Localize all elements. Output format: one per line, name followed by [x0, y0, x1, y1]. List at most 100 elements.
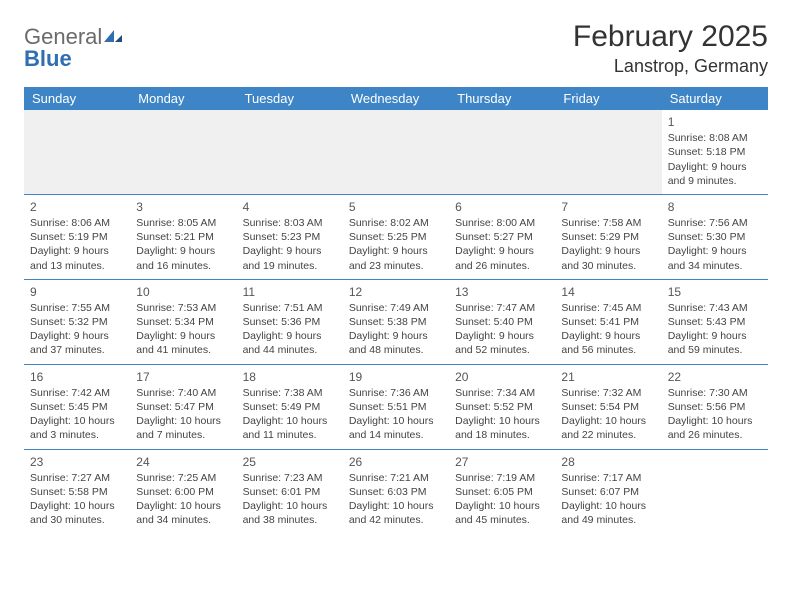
sunrise-line: Sunrise: 7:58 AM [561, 216, 655, 230]
sunrise-line: Sunrise: 7:53 AM [136, 301, 230, 315]
calendar-cell: 19Sunrise: 7:36 AMSunset: 5:51 PMDayligh… [343, 364, 449, 449]
sunrise-line: Sunrise: 8:08 AM [668, 131, 762, 145]
day-number: 1 [668, 114, 762, 130]
daylight-line: Daylight: 9 hours [136, 244, 230, 258]
daylight-line: Daylight: 9 hours [243, 329, 337, 343]
day-number: 16 [30, 369, 124, 385]
sunrise-line: Sunrise: 8:05 AM [136, 216, 230, 230]
calendar-cell: 4Sunrise: 8:03 AMSunset: 5:23 PMDaylight… [237, 194, 343, 279]
calendar-cell: 7Sunrise: 7:58 AMSunset: 5:29 PMDaylight… [555, 194, 661, 279]
daylight-line: and 13 minutes. [30, 259, 124, 273]
weekday-header: Saturday [662, 87, 768, 110]
sunrise-line: Sunrise: 7:38 AM [243, 386, 337, 400]
daylight-line: and 16 minutes. [136, 259, 230, 273]
sunset-line: Sunset: 5:18 PM [668, 145, 762, 159]
daylight-line: and 3 minutes. [30, 428, 124, 442]
sunset-line: Sunset: 5:21 PM [136, 230, 230, 244]
sunset-line: Sunset: 5:56 PM [668, 400, 762, 414]
sunset-line: Sunset: 5:43 PM [668, 315, 762, 329]
sunrise-line: Sunrise: 7:34 AM [455, 386, 549, 400]
sunset-line: Sunset: 6:03 PM [349, 485, 443, 499]
calendar-cell: 14Sunrise: 7:45 AMSunset: 5:41 PMDayligh… [555, 279, 661, 364]
sunrise-line: Sunrise: 7:30 AM [668, 386, 762, 400]
daylight-line: and 59 minutes. [668, 343, 762, 357]
calendar-cell: 27Sunrise: 7:19 AMSunset: 6:05 PMDayligh… [449, 449, 555, 533]
daylight-line: Daylight: 10 hours [30, 499, 124, 513]
weekday-header: Sunday [24, 87, 130, 110]
location: Lanstrop, Germany [573, 56, 768, 77]
sunset-line: Sunset: 5:25 PM [349, 230, 443, 244]
weekday-header: Tuesday [237, 87, 343, 110]
sunset-line: Sunset: 5:38 PM [349, 315, 443, 329]
day-number: 3 [136, 199, 230, 215]
calendar-row: 2Sunrise: 8:06 AMSunset: 5:19 PM Daylight… [24, 194, 768, 279]
sunset-line: Sunset: 6:01 PM [243, 485, 337, 499]
daylight-line: Daylight: 9 hours [668, 160, 762, 174]
daylight-line: and 22 minutes. [561, 428, 655, 442]
daylight-line: and 11 minutes. [243, 428, 337, 442]
sunset-line: Sunset: 5:19 PM [30, 230, 124, 244]
calendar-cell: 16Sunrise: 7:42 AMSunset: 5:45 PMDayligh… [24, 364, 130, 449]
header: General Blue February 2025 Lanstrop, Ger… [24, 20, 768, 77]
calendar-cell: 28Sunrise: 7:17 AMSunset: 6:07 PMDayligh… [555, 449, 661, 533]
daylight-line: and 7 minutes. [136, 428, 230, 442]
daylight-line: and 34 minutes. [136, 513, 230, 527]
sunrise-line: Sunrise: 7:49 AM [349, 301, 443, 315]
calendar-cell: 17Sunrise: 7:40 AMSunset: 5:47 PMDayligh… [130, 364, 236, 449]
calendar-cell [130, 110, 236, 194]
daylight-line: and 41 minutes. [136, 343, 230, 357]
day-number: 28 [561, 454, 655, 470]
daylight-line: Daylight: 9 hours [561, 244, 655, 258]
sunset-line: Sunset: 5:40 PM [455, 315, 549, 329]
day-number: 13 [455, 284, 549, 300]
day-number: 8 [668, 199, 762, 215]
daylight-line: Daylight: 9 hours [668, 329, 762, 343]
sunset-line: Sunset: 5:32 PM [30, 315, 124, 329]
day-number: 4 [243, 199, 337, 215]
day-number: 14 [561, 284, 655, 300]
day-number: 19 [349, 369, 443, 385]
sunset-line: Sunset: 6:05 PM [455, 485, 549, 499]
day-number: 10 [136, 284, 230, 300]
calendar-cell: 22Sunrise: 7:30 AMSunset: 5:56 PMDayligh… [662, 364, 768, 449]
month-title: February 2025 [573, 20, 768, 54]
sunrise-line: Sunrise: 7:19 AM [455, 471, 549, 485]
brand-logo: General Blue [24, 20, 124, 70]
day-number: 15 [668, 284, 762, 300]
day-number: 6 [455, 199, 549, 215]
day-number: 2 [30, 199, 124, 215]
daylight-line: and 42 minutes. [349, 513, 443, 527]
daylight-line: and 48 minutes. [349, 343, 443, 357]
daylight-line: Daylight: 10 hours [455, 499, 549, 513]
day-number: 11 [243, 284, 337, 300]
calendar-cell: 20Sunrise: 7:34 AMSunset: 5:52 PMDayligh… [449, 364, 555, 449]
daylight-line: and 37 minutes. [30, 343, 124, 357]
daylight-line: Daylight: 9 hours [243, 244, 337, 258]
sunrise-line: Sunrise: 7:43 AM [668, 301, 762, 315]
daylight-line: and 23 minutes. [349, 259, 443, 273]
daylight-line: and 18 minutes. [455, 428, 549, 442]
daylight-line: Daylight: 9 hours [668, 244, 762, 258]
daylight-line: Daylight: 9 hours [455, 329, 549, 343]
daylight-line: Daylight: 10 hours [561, 499, 655, 513]
day-number: 25 [243, 454, 337, 470]
sunset-line: Sunset: 5:23 PM [243, 230, 337, 244]
brand-text: General Blue [24, 26, 124, 70]
calendar-cell [343, 110, 449, 194]
calendar-cell [662, 449, 768, 533]
sunrise-line: Sunrise: 7:17 AM [561, 471, 655, 485]
weekday-header: Monday [130, 87, 236, 110]
day-number: 12 [349, 284, 443, 300]
day-number: 24 [136, 454, 230, 470]
calendar-cell: 21Sunrise: 7:32 AMSunset: 5:54 PMDayligh… [555, 364, 661, 449]
sunrise-line: Sunrise: 8:03 AM [243, 216, 337, 230]
weekday-header: Wednesday [343, 87, 449, 110]
day-number: 17 [136, 369, 230, 385]
calendar-cell: 3Sunrise: 8:05 AMSunset: 5:21 PMDaylight… [130, 194, 236, 279]
daylight-line: and 26 minutes. [455, 259, 549, 273]
day-number: 27 [455, 454, 549, 470]
sunrise-line: Sunrise: 7:32 AM [561, 386, 655, 400]
sunrise-line: Sunrise: 7:51 AM [243, 301, 337, 315]
sunrise-line: Sunrise: 8:06 AM [30, 216, 124, 230]
daylight-line: Daylight: 9 hours [561, 329, 655, 343]
